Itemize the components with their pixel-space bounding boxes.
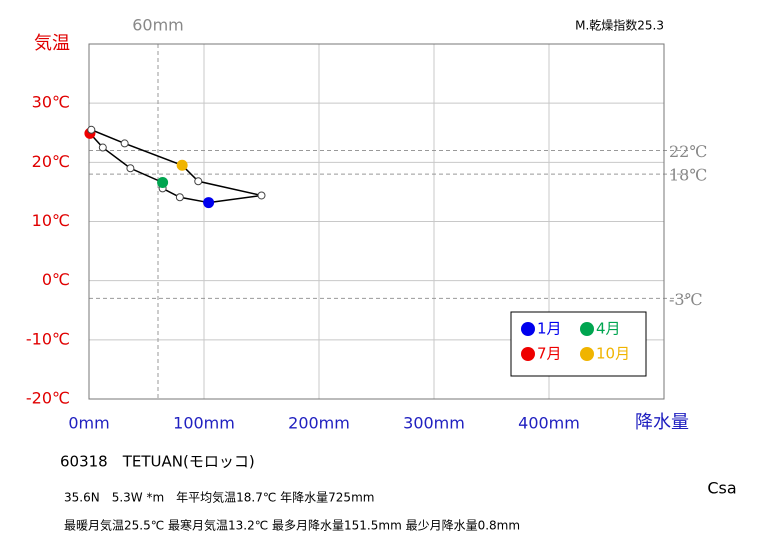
- y-tick-label: 20℃: [32, 152, 70, 171]
- y-tick-label: 30℃: [32, 93, 70, 112]
- x-tick-label: 100mm: [173, 414, 235, 433]
- month-point: [176, 159, 188, 171]
- reference-label: 22℃: [669, 142, 707, 161]
- y-tick-label: 0℃: [42, 270, 70, 289]
- legend-marker: [521, 322, 535, 336]
- footer-line: 最暖月気温25.5℃ 最寒月気温13.2℃ 最多月降水量151.5mm 最少月降…: [64, 518, 520, 533]
- month-point: [194, 177, 203, 186]
- legend-marker: [580, 347, 594, 361]
- legend-label: 7月: [537, 345, 562, 363]
- legend-box: [510, 311, 647, 377]
- month-point: [87, 125, 96, 134]
- y-tick-label: 10℃: [32, 211, 70, 230]
- x-tick-label: 200mm: [288, 414, 350, 433]
- x-tick-label: 400mm: [518, 414, 580, 433]
- x-axis-label: 降水量: [635, 412, 689, 433]
- month-point: [120, 139, 129, 148]
- chart-title: 60318 TETUAN(モロッコ): [60, 453, 255, 471]
- legend-marker: [580, 322, 594, 336]
- month-point: [175, 193, 184, 202]
- month-point: [257, 191, 266, 200]
- month-point: [126, 164, 135, 173]
- y-tick-label: -10℃: [26, 329, 70, 348]
- y-tick-label: -20℃: [26, 389, 70, 408]
- footer-line: 35.6N 5.3W *m 年平均気温18.7℃ 年降水量725mm: [64, 490, 374, 505]
- month-point: [98, 143, 107, 152]
- climate-code: Csa: [707, 479, 736, 498]
- month-point: [203, 197, 215, 209]
- y-axis-label: 気温: [34, 33, 70, 54]
- reference-label: 18℃: [669, 166, 707, 185]
- note: M.乾燥指数25.3: [575, 18, 664, 33]
- legend-marker: [521, 347, 535, 361]
- legend-label: 4月: [596, 320, 621, 338]
- legend-label: 1月: [537, 320, 562, 338]
- x-tick-label: 300mm: [403, 414, 465, 433]
- reference-label: 60mm: [132, 16, 184, 35]
- x-tick-label: 0mm: [68, 414, 109, 433]
- legend-label: 10月: [596, 345, 630, 363]
- reference-label: -3℃: [669, 290, 702, 309]
- month-point: [157, 176, 169, 188]
- climate-line: [89, 128, 262, 204]
- plot-frame: [88, 43, 665, 400]
